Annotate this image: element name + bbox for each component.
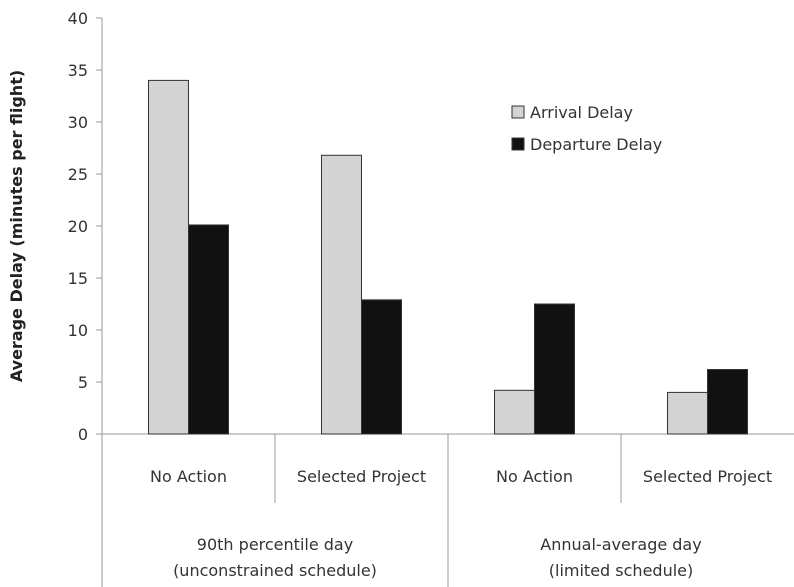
y-tick-label: 20 — [68, 217, 88, 236]
y-tick-label: 5 — [78, 373, 88, 392]
bar-departure-delay — [707, 369, 748, 435]
y-ticks: 0 5 10 15 20 25 30 35 40 — [68, 9, 102, 444]
category-label: Selected Project — [297, 467, 426, 486]
category-label: Selected Project — [643, 467, 772, 486]
legend-label: Departure Delay — [530, 135, 662, 154]
y-tick-label: 10 — [68, 321, 88, 340]
group-label-line2: (limited schedule) — [549, 561, 693, 580]
y-tick-label: 40 — [68, 9, 88, 28]
category-label: No Action — [150, 467, 227, 486]
y-tick-label: 30 — [68, 113, 88, 132]
bar-arrival-delay — [148, 79, 189, 435]
legend-swatch — [511, 105, 525, 119]
bar-departure-delay — [188, 224, 229, 435]
bar-arrival-delay — [321, 154, 362, 435]
category-label: No Action — [496, 467, 573, 486]
legend-label: Arrival Delay — [530, 103, 633, 122]
bar-departure-delay — [361, 299, 402, 435]
x-axis: No Action Selected Project No Action Select… — [101, 433, 794, 587]
bar-arrival-delay — [667, 391, 708, 435]
group-label-line1: 90th percentile day — [197, 535, 353, 554]
y-tick-label: 0 — [78, 425, 88, 444]
y-axis: 0 5 10 15 20 25 30 35 40 — [68, 9, 103, 444]
category-labels: No Action Selected Project No Action Select… — [150, 467, 772, 486]
y-axis-label: Average Delay (minutes per flight) — [7, 70, 26, 382]
group-labels: 90th percentile day (unconstrained schedu… — [173, 535, 702, 580]
legend: Arrival Delay Departure Delay — [511, 103, 662, 154]
bars — [148, 79, 748, 435]
bar-arrival-delay — [494, 389, 535, 435]
group-label-line1: Annual-average day — [540, 535, 701, 554]
x-separators — [101, 434, 622, 587]
y-tick-label: 15 — [68, 269, 88, 288]
legend-swatch — [511, 137, 525, 151]
y-tick-label: 25 — [68, 165, 88, 184]
bar-departure-delay — [534, 303, 575, 435]
y-tick-label: 35 — [68, 61, 88, 80]
group-label-line2: (unconstrained schedule) — [173, 561, 377, 580]
